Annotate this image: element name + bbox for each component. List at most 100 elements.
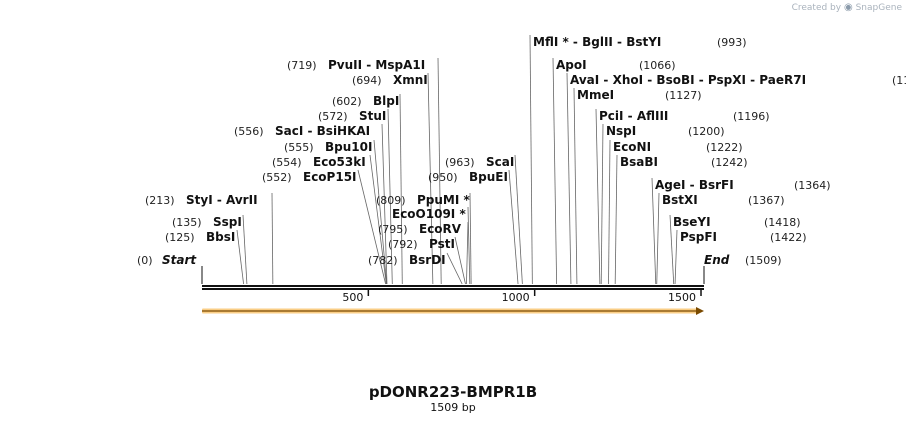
site-enzyme-names: PstI	[429, 237, 455, 251]
site-enzyme-names: BsrDI	[409, 253, 446, 267]
site-enzyme-names: ScaI	[486, 155, 514, 169]
site-position: (125)	[165, 231, 195, 244]
created-by-text: Created by	[791, 3, 842, 13]
end-position: (1509)	[745, 254, 782, 267]
site-position: (1109)	[892, 74, 906, 87]
site-enzyme-names: StuI	[359, 109, 386, 123]
site-position: (1242)	[711, 156, 748, 169]
site-leader-line	[467, 206, 471, 285]
site-leader-line	[529, 34, 533, 285]
site-position: (556)	[234, 125, 264, 138]
backbone-bottom-line	[202, 288, 704, 290]
site-leader-line	[446, 252, 463, 285]
site-leader-line	[399, 93, 403, 285]
site-position: (795)	[378, 223, 408, 236]
site-enzyme-names: AgeI - BsrFI	[655, 178, 734, 192]
site-enzyme-names: ApoI	[556, 58, 587, 72]
site-enzyme-names: StyI - AvrII	[186, 193, 258, 207]
site-enzyme-names: EcoNI	[613, 140, 651, 154]
site-position: (552)	[262, 171, 292, 184]
site-leader-line	[552, 57, 558, 285]
site-enzyme-names: BseYI	[673, 215, 711, 229]
site-leader-line	[369, 154, 387, 285]
site-leader-line	[514, 154, 523, 285]
site-enzyme-names: SacI - BsiHKAI	[275, 124, 370, 138]
site-enzyme-names: MflI * - BglII - BstYI	[533, 35, 661, 49]
site-leader-line	[437, 57, 442, 285]
end-label: End	[704, 253, 730, 267]
site-leader-line	[427, 72, 434, 285]
site-position: (555)	[284, 141, 314, 154]
site-enzyme-names: AvaI - XhoI - BsoBI - PspXI - PaeR7I	[570, 73, 806, 87]
site-position: (1364)	[794, 179, 831, 192]
site-position: (694)	[352, 74, 382, 87]
site-enzyme-names: BlpI	[373, 94, 399, 108]
site-enzyme-names: EcoP15I	[303, 170, 357, 184]
site-leader-line	[508, 169, 519, 285]
site-position: (213)	[145, 194, 175, 207]
site-position: (792)	[388, 238, 418, 251]
backbone-top-line	[202, 285, 704, 287]
site-position: (1418)	[764, 216, 801, 229]
scale-tick-label: 500	[342, 291, 363, 304]
site-leader-line	[357, 169, 387, 285]
site-position: (963)	[445, 156, 475, 169]
site-position: (1196)	[733, 110, 770, 123]
start-label: Start	[162, 253, 197, 267]
plasmid-size: 1509 bp	[430, 401, 476, 414]
site-position: (1200)	[688, 125, 725, 138]
snapgene-brand: Created by ◉ SnapGene	[792, 2, 902, 13]
site-leader-line	[566, 72, 572, 285]
site-leader-line	[595, 108, 601, 285]
site-enzyme-names: PpuMI *	[417, 193, 471, 207]
site-enzyme-names: PspFI	[680, 230, 717, 244]
site-enzyme-names: SspI	[213, 215, 242, 229]
site-leader-line	[669, 214, 675, 285]
feature-arrow-head	[696, 307, 704, 315]
site-position: (1367)	[748, 194, 785, 207]
plasmid-name: pDONR223-BMPR1B	[368, 383, 538, 401]
site-position: (719)	[287, 59, 317, 72]
site-leader-line	[608, 139, 611, 285]
site-leader-line	[674, 229, 678, 285]
site-leader-line	[614, 154, 618, 285]
site-leader-line	[573, 87, 578, 285]
site-leader-line	[600, 123, 604, 285]
site-position: (572)	[318, 110, 348, 123]
site-position: (950)	[428, 171, 458, 184]
site-enzyme-names: BbsI	[206, 230, 235, 244]
site-enzyme-names: XmnI	[393, 73, 428, 87]
site-enzyme-names: EcoRV	[419, 222, 462, 236]
site-leader-line	[236, 229, 244, 285]
site-enzyme-names: BstXI	[662, 193, 698, 207]
site-position: (554)	[272, 156, 302, 169]
site-leader-line	[271, 192, 274, 285]
site-enzyme-names: Eco53kI	[313, 155, 366, 169]
snapgene-logo-icon: ◉	[843, 2, 853, 13]
site-leader-line	[373, 139, 388, 285]
snapgene-logo-text: SnapGene	[855, 3, 902, 13]
site-position: (135)	[172, 216, 202, 229]
site-enzyme-names: BsaBI	[620, 155, 658, 169]
site-leader-line	[242, 214, 248, 285]
site-leader-line	[387, 108, 393, 285]
site-position: (1127)	[665, 89, 702, 102]
site-position: (1222)	[706, 141, 743, 154]
site-enzyme-names: Bpu10I	[325, 140, 372, 154]
scale-tick-label: 1000	[502, 291, 530, 304]
site-enzyme-names: MmeI	[577, 88, 614, 102]
site-leader-line	[469, 192, 472, 285]
site-position: (1066)	[639, 59, 676, 72]
site-leader-line	[381, 123, 388, 285]
site-enzyme-names: NspI	[606, 124, 636, 138]
site-position: (993)	[717, 36, 747, 49]
site-enzyme-names: BpuEI	[469, 170, 508, 184]
site-leader-line	[454, 236, 466, 285]
site-enzyme-names: EcoO109I *	[392, 207, 466, 221]
site-enzyme-names: PvuII - MspA1I	[328, 58, 425, 72]
site-position: (1422)	[770, 231, 807, 244]
site-position: (809)	[376, 194, 406, 207]
site-position: (602)	[332, 95, 362, 108]
start-position: (0)	[137, 254, 153, 267]
